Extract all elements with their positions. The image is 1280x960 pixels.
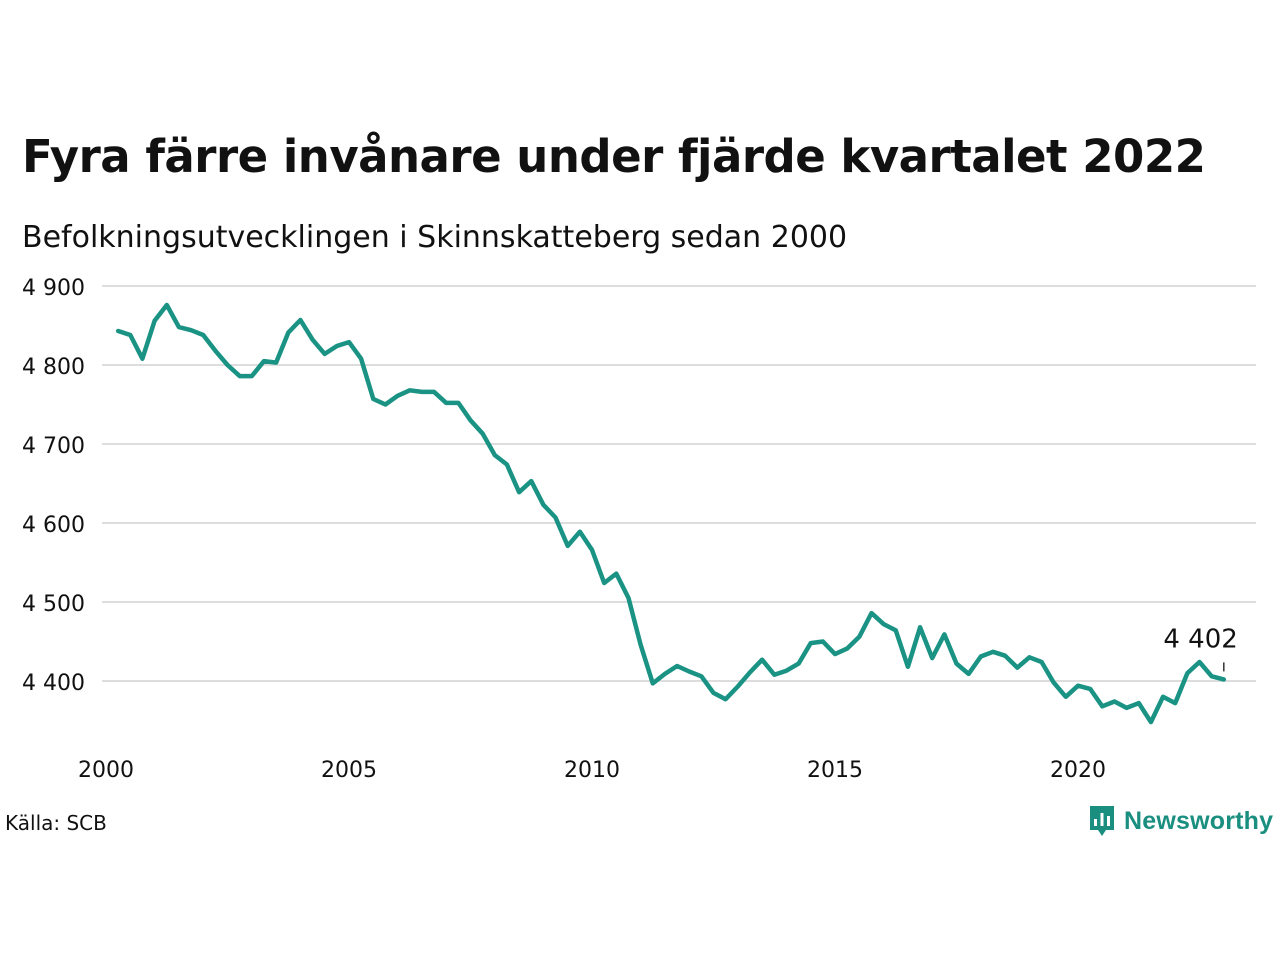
y-tick-label: 4 400 [22,671,85,696]
y-tick-label: 4 700 [22,434,85,459]
chart-subtitle: Befolkningsutvecklingen i Skinnskatteber… [22,220,848,255]
newsworthy-bar-chart-icon [1090,806,1114,836]
newsworthy-logo[interactable]: Newsworthy [1088,804,1273,838]
y-tick-label: 4 500 [22,592,85,617]
y-tick-label: 4 600 [22,513,85,538]
x-tick-label: 2010 [564,758,620,783]
x-tick-label: 2020 [1050,758,1106,783]
brand-name: Newsworthy [1124,806,1274,835]
series-line [115,302,1227,725]
source-note: Källa: SCB [5,811,107,835]
y-tick-label: 4 900 [22,276,85,301]
last-value-label: 4 402 [1163,624,1237,654]
x-tick-label: 2005 [321,758,377,783]
chart-title: Fyra färre invånare under fjärde kvartal… [22,130,1206,183]
x-tick-label: 2015 [807,758,863,783]
y-tick-label: 4 800 [22,355,85,380]
x-tick-label: 2000 [78,758,134,783]
